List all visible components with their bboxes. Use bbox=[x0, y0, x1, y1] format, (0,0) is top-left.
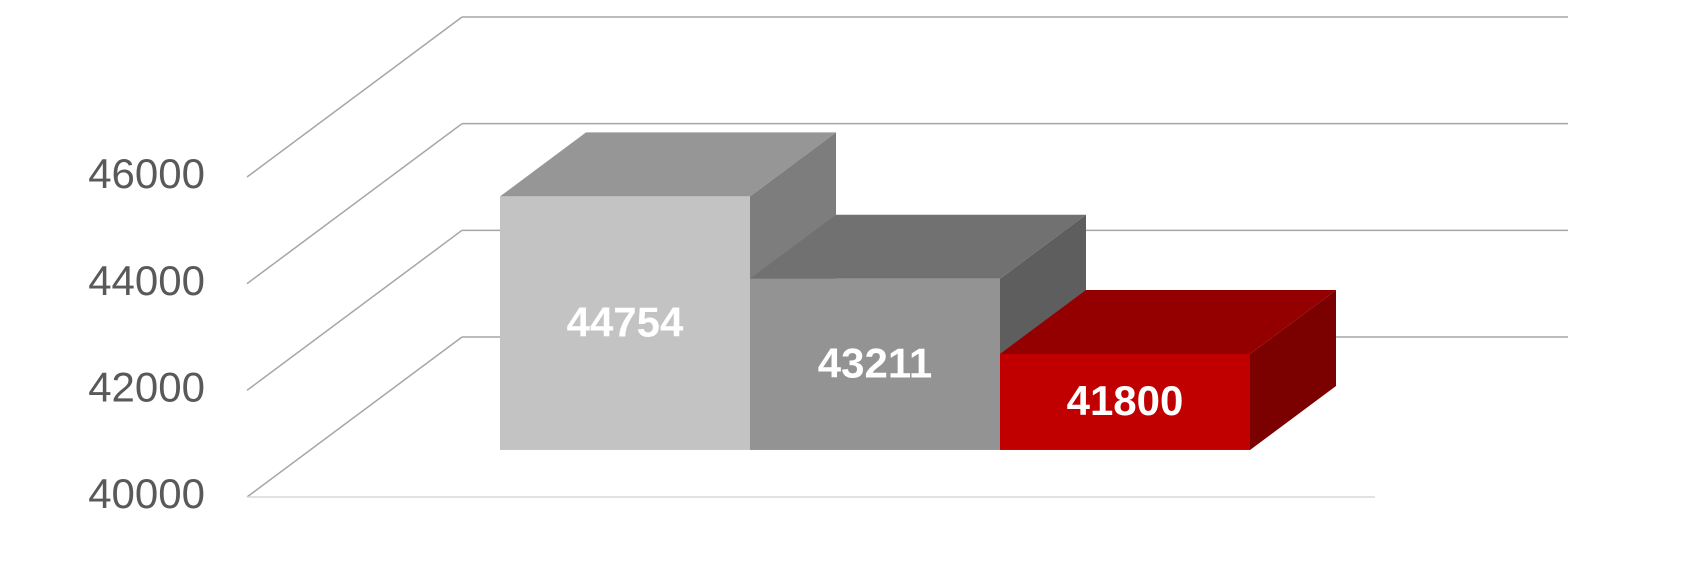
value-label: 43211 bbox=[818, 339, 932, 386]
y-tick-label: 42000 bbox=[88, 363, 205, 410]
grid-line bbox=[246, 16, 463, 178]
bar bbox=[1000, 353, 1250, 450]
grid-line bbox=[246, 123, 463, 285]
value-label: 41800 bbox=[1067, 377, 1184, 424]
grid-line bbox=[246, 229, 463, 391]
y-tick-label: 40000 bbox=[88, 470, 205, 517]
y-tick-label: 46000 bbox=[88, 150, 205, 197]
y-tick-label: 44000 bbox=[88, 257, 205, 304]
bar bbox=[750, 278, 1000, 450]
bar bbox=[500, 196, 750, 450]
bar-side bbox=[1250, 289, 1336, 450]
value-label: 44754 bbox=[567, 298, 684, 345]
bar-top bbox=[500, 132, 836, 197]
bar-top bbox=[750, 214, 1086, 279]
grid-line bbox=[246, 336, 463, 498]
bar-top bbox=[1000, 289, 1336, 354]
